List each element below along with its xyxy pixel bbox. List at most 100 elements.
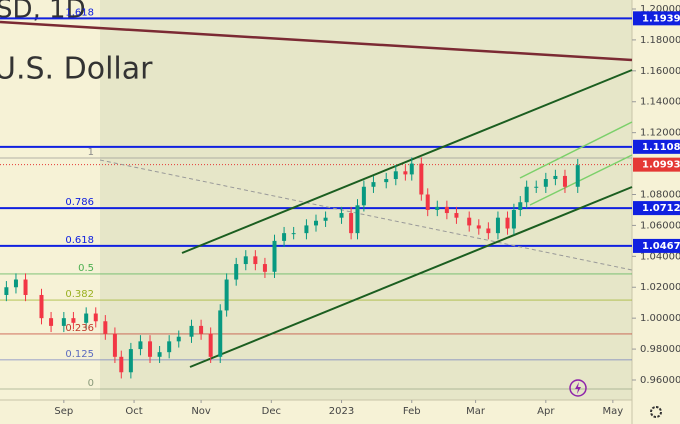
candle-body (189, 325, 194, 337)
candle-body (393, 171, 398, 180)
candle-body (454, 213, 459, 218)
candle-body (167, 341, 172, 353)
candle-body (543, 179, 548, 187)
fib-label: 0.382 (65, 289, 94, 300)
alert-icon-glyph (575, 382, 581, 394)
candle-body (467, 217, 472, 226)
fib-label: 0.5 (78, 263, 94, 274)
y-tick-label: 1.16000 (640, 66, 680, 77)
candle-body (93, 313, 98, 322)
candle-body (355, 205, 360, 234)
candle-body (349, 213, 354, 234)
candle-body (61, 318, 66, 326)
candle-body (314, 220, 318, 226)
level-label: 1.19396 (642, 13, 680, 24)
candle-body (403, 171, 408, 175)
level-label-box (633, 139, 680, 154)
alert-icon[interactable] (569, 379, 587, 397)
x-tick-label: 2023 (329, 406, 354, 417)
candle-body (138, 341, 143, 350)
y-tick-label: 1.20000 (640, 4, 680, 15)
candle-body (511, 209, 516, 229)
y-tick-label: 1.04000 (640, 251, 680, 262)
candle-body (339, 213, 344, 218)
candle-body (575, 165, 580, 187)
candle-body (39, 294, 44, 319)
last-price-box (633, 157, 680, 172)
x-tick-label: Feb (403, 406, 421, 417)
fib-label: 0.618 (65, 235, 94, 246)
fib-label: 1.618 (65, 7, 94, 18)
x-tick-label: May (603, 406, 624, 417)
candle-body (553, 175, 558, 180)
last-price-label: 1.09931 (642, 160, 680, 171)
candle-body (103, 321, 108, 334)
x-tick-label: Apr (537, 406, 555, 417)
channel-line (529, 154, 633, 206)
level-label: 1.04674 (642, 241, 680, 252)
candle-body (419, 163, 424, 195)
fib-zone (100, 0, 632, 400)
y-tick-label: 1.12000 (640, 128, 680, 139)
level-label-box (633, 238, 680, 253)
candle-body (253, 256, 258, 265)
fib-label: 0.236 (65, 323, 94, 334)
y-tick-label: 1.14000 (640, 97, 680, 108)
candle-body (323, 217, 328, 221)
candle-body (199, 325, 204, 334)
candle-body (84, 313, 89, 323)
level-label-box (633, 201, 680, 216)
candle-body (361, 186, 366, 206)
x-tick-label: Dec (262, 406, 281, 417)
candle-body (71, 318, 76, 323)
candle-body (272, 240, 277, 272)
candle-body (371, 182, 376, 187)
channel-line (519, 121, 633, 179)
y-tick-label: 1.18000 (640, 35, 680, 46)
y-tick-label: 1.02000 (640, 282, 680, 293)
candle-body (435, 206, 440, 210)
candle-body (218, 310, 223, 357)
candle-body (384, 179, 389, 183)
candle-body (291, 233, 296, 235)
time-axis (0, 400, 632, 424)
candle-body (148, 341, 153, 357)
fib-label: 1 (88, 147, 94, 158)
candle-body (49, 318, 54, 326)
candle-body (534, 186, 539, 188)
candle-body (112, 333, 117, 357)
candle-body (505, 217, 510, 229)
candle-body (23, 279, 28, 295)
candle-body (282, 233, 287, 241)
candle-body (208, 333, 213, 357)
candle-body (486, 228, 491, 234)
candle-body (157, 352, 162, 357)
x-tick-label: Mar (466, 406, 486, 417)
settings-icon[interactable] (650, 406, 662, 418)
fib-label: 0.786 (65, 197, 94, 208)
trend-line (0, 20, 633, 62)
x-tick-label: Sep (54, 406, 73, 417)
y-tick-label: 0.98000 (640, 344, 680, 355)
level-label: 1.11084 (642, 142, 680, 153)
fib-label: 0 (88, 378, 94, 389)
level-label: 1.07120 (642, 203, 680, 214)
candle-body (518, 202, 523, 210)
x-tick-label: Oct (125, 406, 142, 417)
candle-body (476, 225, 481, 229)
candle-body (224, 279, 229, 311)
chart-title: SD, 1D (0, 0, 86, 25)
candle-body (262, 264, 267, 272)
watermark: U.S. Dollar (0, 52, 153, 87)
fib-label: 0.125 (65, 349, 94, 360)
y-tick-label: 1.06000 (640, 220, 680, 231)
candle-body (425, 194, 430, 210)
candle-body (234, 264, 239, 280)
candle-body (176, 336, 181, 342)
candle-body (524, 186, 529, 203)
candle-body (495, 217, 500, 234)
y-tick-label: 1.00000 (640, 313, 680, 324)
level-label-box (633, 11, 680, 26)
